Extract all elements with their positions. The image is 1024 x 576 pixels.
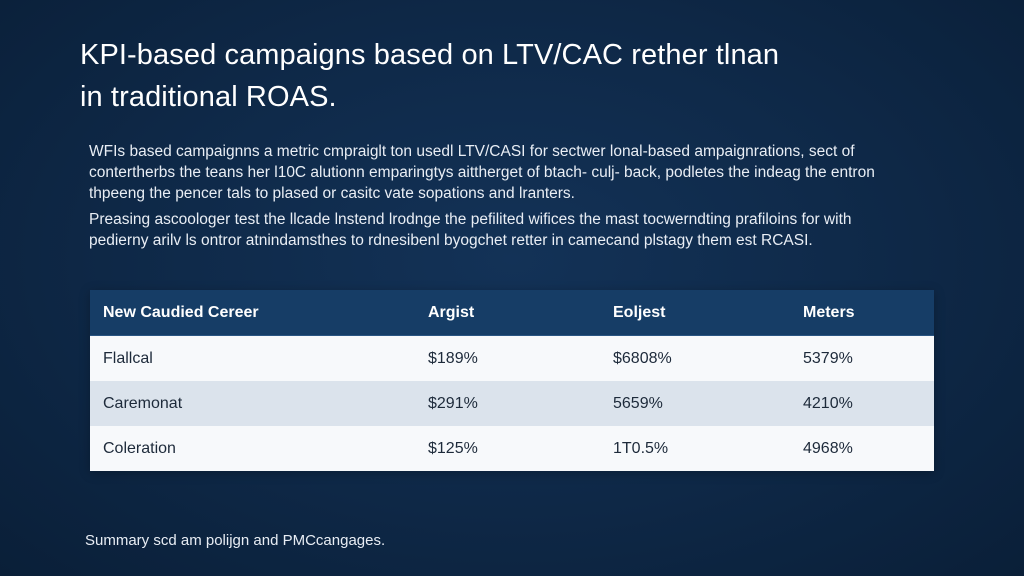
table-cell: 4210%: [791, 381, 934, 426]
column-header: Meters: [791, 290, 934, 336]
table-header-row: New Caudied Cereer Argist Eoljest Meters: [90, 290, 934, 336]
table-row: Flallcal $189% $6808% 5379%: [90, 335, 934, 381]
table-cell: 4968%: [791, 426, 934, 471]
table-row: Coleration $125% 1T0.5% 4968%: [90, 426, 934, 471]
paragraph-2: Preasing ascoologer test the llcade lnst…: [89, 211, 852, 249]
table-cell: $189%: [416, 335, 601, 381]
table-cell: $125%: [416, 426, 601, 471]
paragraph-1: WFIs based campaignns a metric cmpraiglt…: [89, 143, 875, 202]
table-row: Caremonat $291% 5659% 4210%: [90, 381, 934, 426]
column-header: Argist: [416, 290, 601, 336]
table-cell: 5379%: [791, 335, 934, 381]
table-cell: Caremonat: [90, 381, 416, 426]
slide-title: KPI-based campaigns based on LTV/CAC ret…: [80, 39, 780, 113]
table-cell: 1T0.5%: [601, 426, 791, 471]
data-table: New Caudied Cereer Argist Eoljest Meters…: [90, 290, 934, 471]
table-cell: Flallcal: [90, 335, 416, 381]
column-header: New Caudied Cereer: [90, 290, 416, 336]
table-cell: $6808%: [601, 335, 791, 381]
table-cell: $291%: [416, 381, 601, 426]
table-cell: Coleration: [90, 426, 416, 471]
slide-caption: Summary scd am polijgn and PMCcangages.: [85, 532, 386, 549]
table-cell: 5659%: [601, 381, 791, 426]
body-text: WFIs based campaignns a metric cmpraiglt…: [89, 141, 939, 251]
column-header: Eoljest: [601, 290, 791, 336]
